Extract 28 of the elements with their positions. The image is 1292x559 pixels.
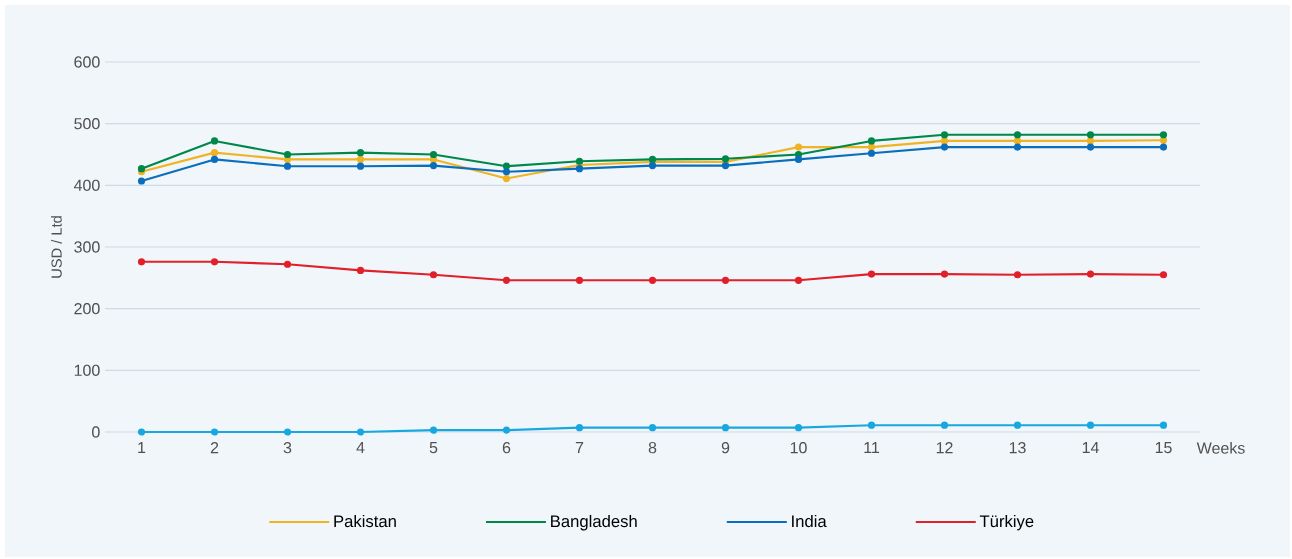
x-tick-label: 2: [210, 442, 219, 454]
legend-label: Bangladesh: [551, 514, 637, 531]
y-tick-label: 100: [74, 364, 100, 376]
y-tick-label: 0: [92, 426, 100, 438]
legend-label: Pakistan: [334, 514, 396, 528]
legend-label: India: [792, 514, 827, 528]
y-tick-label: 500: [74, 118, 100, 130]
x-tick-label: 12: [936, 442, 953, 454]
x-tick-label: 6: [502, 442, 511, 454]
x-tick-label: 15: [1155, 442, 1172, 454]
x-tick-label: 8: [648, 442, 657, 454]
x-tick-label: 5: [429, 442, 438, 454]
x-tick-label: 13: [1009, 442, 1026, 454]
x-tick-label: 10: [790, 442, 807, 454]
y-tick-label: 600: [74, 56, 100, 68]
x-tick-label: 7: [575, 442, 584, 454]
x-tick-label: 9: [721, 442, 730, 454]
x-tick-label: 14: [1082, 442, 1099, 454]
x-tick-label: 4: [356, 442, 365, 454]
y-tick-label: 300: [74, 241, 100, 253]
x-tick-label: 1: [138, 442, 146, 454]
legend-label: Türkiye: [979, 514, 1034, 531]
y-axis-title: USD / Ltd: [51, 216, 62, 278]
y-tick-label: 200: [74, 303, 100, 315]
x-tick-label: 11: [864, 442, 880, 454]
x-tick-label: 3: [283, 442, 292, 454]
y-tick-label: 400: [73, 179, 100, 191]
x-axis-title: Weeks: [1196, 442, 1245, 454]
